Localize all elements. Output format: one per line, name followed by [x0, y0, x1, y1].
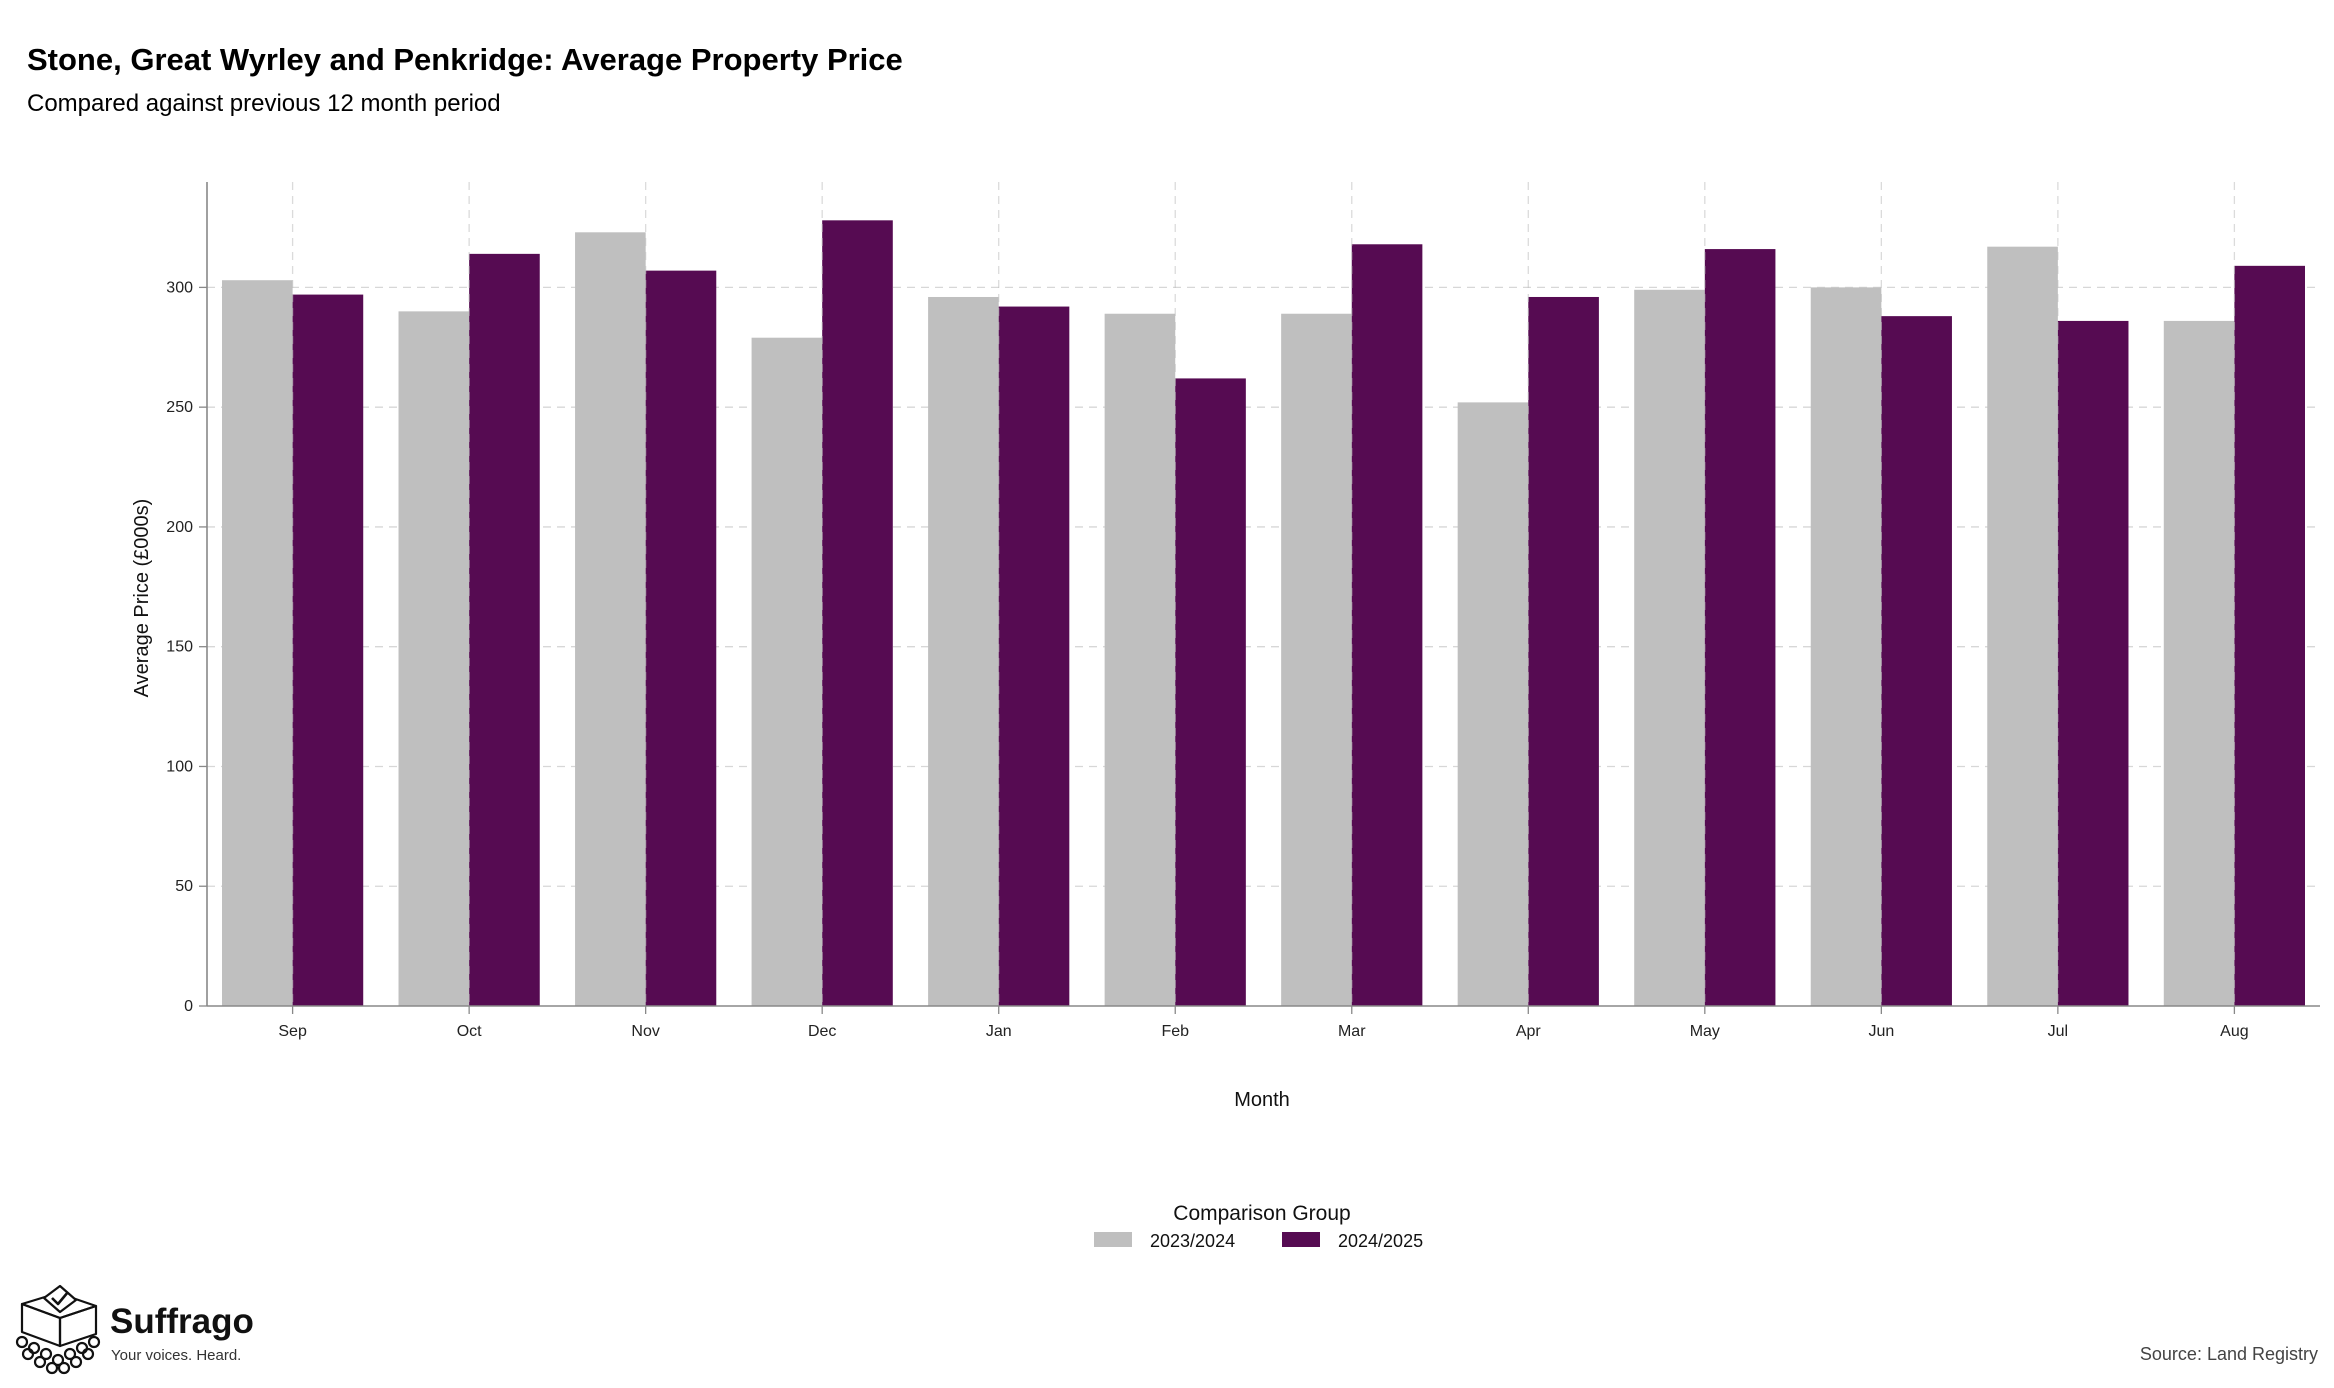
y-axis-title: Average Price (£000s): [131, 499, 153, 698]
bar-2023-2024-nov: [575, 232, 646, 1007]
legend-swatch-2024-2025: [1282, 1232, 1320, 1247]
x-tick-label-jul: Jul: [2048, 1023, 2068, 1040]
legend-label-2023-2024: 2023/2024: [1150, 1231, 1235, 1251]
chart-title: Stone, Great Wyrley and Penkridge: Avera…: [27, 42, 903, 77]
x-tick-label-may: May: [1690, 1023, 1720, 1040]
legend: Comparison Group 2023/2024 2024/2025: [1094, 1202, 1423, 1251]
vertical-grid: [291, 182, 2236, 1006]
x-tick-label-oct: Oct: [457, 1023, 482, 1040]
x-tick-label-dec: Dec: [808, 1023, 836, 1040]
axes: [199, 182, 2320, 1014]
bar-2024-2025-oct: [469, 253, 540, 1006]
bar-2024-2025-may: [1704, 249, 1776, 1006]
x-tick-label-mar: Mar: [1338, 1023, 1366, 1040]
bar-2024-2025-jan: [998, 306, 1070, 1007]
x-tick-labels: Sep Oct Nov Dec Jan Feb Mar Apr May Jun Jul Aug: [278, 1023, 2248, 1040]
bar-2024-2025-jun: [1881, 316, 1952, 1006]
chart-subtitle: Compared against previous 12 month perio…: [27, 90, 501, 117]
y-tick-label: 100: [166, 758, 193, 775]
bar-2023-2024-jan: [928, 296, 999, 1006]
bar-2023-2024-may: [1634, 289, 1705, 1006]
bar-2023-2024-mar: [1281, 313, 1352, 1007]
x-tick-label-aug: Aug: [2220, 1023, 2248, 1040]
y-tick-label: 0: [184, 998, 193, 1015]
bar-2023-2024-oct: [398, 311, 470, 1006]
legend-swatch-2023-2024: [1094, 1232, 1132, 1247]
legend-title: Comparison Group: [1173, 1202, 1350, 1225]
y-tick-label: 250: [166, 399, 193, 416]
logo: Suffrago Your voices. Heard.: [15, 1284, 254, 1375]
bar-2023-2024-dec: [751, 337, 823, 1007]
x-tick-label-feb: Feb: [1161, 1023, 1189, 1040]
bar-2024-2025-nov: [645, 270, 717, 1006]
bar-2023-2024-aug: [2163, 320, 2235, 1006]
x-tick-label-jun: Jun: [1868, 1023, 1894, 1040]
bar-2023-2024-sep: [222, 280, 293, 1006]
y-tick-label: 300: [166, 279, 193, 296]
bar-2024-2025-sep: [292, 294, 364, 1006]
bars: [222, 220, 2305, 1007]
x-tick-label-jan: Jan: [986, 1023, 1012, 1040]
grid: [207, 286, 2320, 887]
ballot-box-icon: [15, 1284, 101, 1375]
bar-2024-2025-feb: [1175, 378, 1246, 1007]
logo-name: Suffrago: [110, 1302, 254, 1341]
bar-2023-2024-jun: [1810, 287, 1882, 1006]
logo-tagline: Your voices. Heard.: [111, 1347, 241, 1364]
x-axis-title: Month: [1234, 1089, 1290, 1111]
bar-2024-2025-jul: [2057, 320, 2129, 1006]
bar-2024-2025-mar: [1351, 244, 1423, 1007]
y-tick-label: 200: [166, 519, 193, 536]
source-note: Source: Land Registry: [2140, 1344, 2318, 1364]
bar-2023-2024-apr: [1457, 402, 1529, 1007]
bar-2024-2025-dec: [822, 220, 893, 1007]
bar-2023-2024-jul: [1987, 246, 2058, 1006]
y-tick-label: 50: [175, 878, 193, 895]
bar-2023-2024-feb: [1104, 313, 1176, 1007]
legend-label-2024-2025: 2024/2025: [1338, 1231, 1423, 1251]
bar-2024-2025-aug: [2234, 265, 2305, 1006]
x-tick-label-sep: Sep: [278, 1023, 307, 1040]
x-tick-label-apr: Apr: [1516, 1023, 1542, 1040]
y-tick-label: 150: [166, 639, 193, 656]
x-tick-label-nov: Nov: [631, 1023, 659, 1040]
bar-2024-2025-apr: [1528, 296, 1599, 1006]
y-tick-labels: 0 50 100 150 200 250 300: [166, 279, 193, 1015]
